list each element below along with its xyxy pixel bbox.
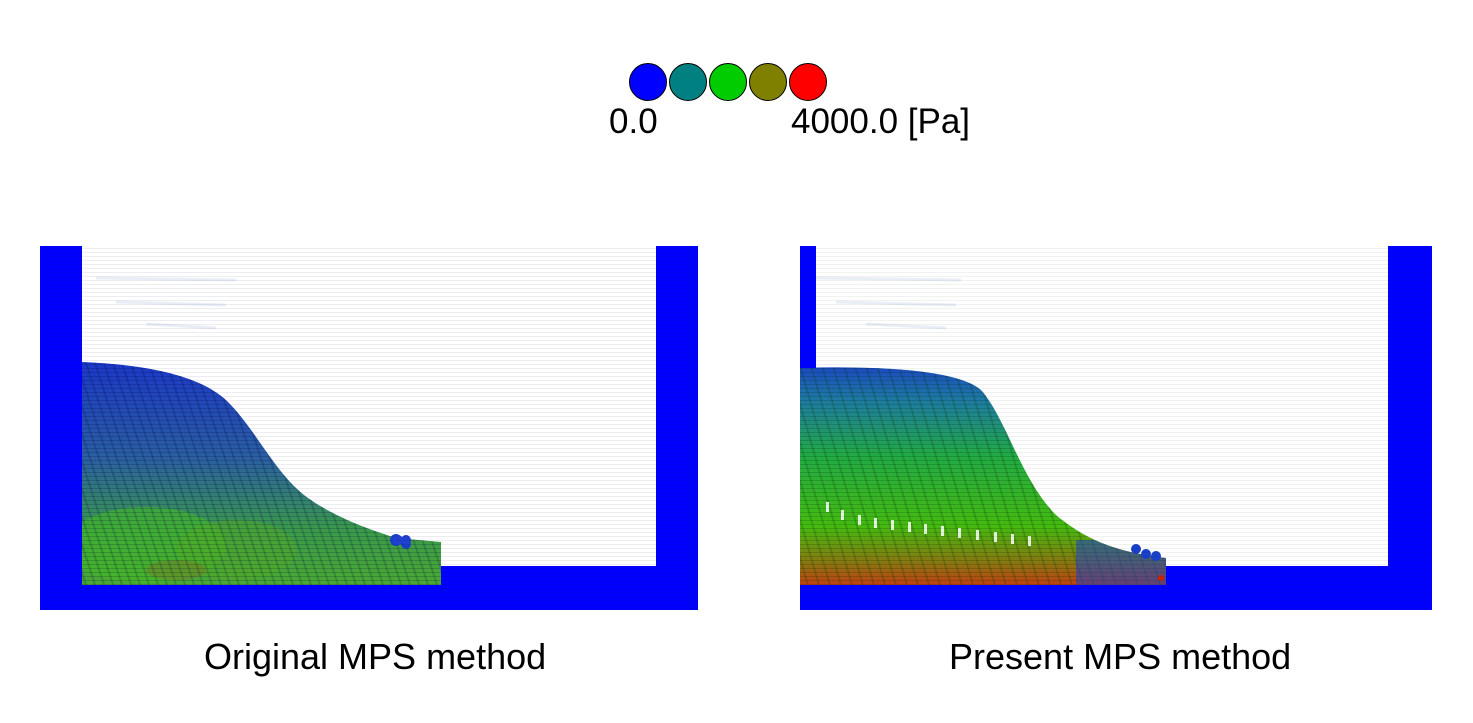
present-mps-panel: Present MPS method	[796, 240, 1436, 677]
colorbar-swatch-5	[789, 63, 827, 101]
colorbar-swatch-2	[669, 63, 707, 101]
colorbar-swatch-4	[749, 63, 787, 101]
present-mps-caption: Present MPS method	[949, 636, 1292, 677]
original-mps-caption: Original MPS method	[204, 636, 547, 677]
colorbar-min-label: 0.0	[609, 102, 658, 141]
colorbar-swatch-1	[629, 63, 667, 101]
original-mps-panel: Original MPS method	[36, 240, 701, 677]
present-mps-simulation	[800, 246, 1432, 610]
colorbar-max-label: 4000.0 [Pa]	[791, 102, 971, 141]
original-mps-simulation	[40, 246, 698, 610]
pressure-colorbar: 0.0 4000.0 [Pa]	[600, 55, 1020, 155]
colorbar-swatch-3	[709, 63, 747, 101]
